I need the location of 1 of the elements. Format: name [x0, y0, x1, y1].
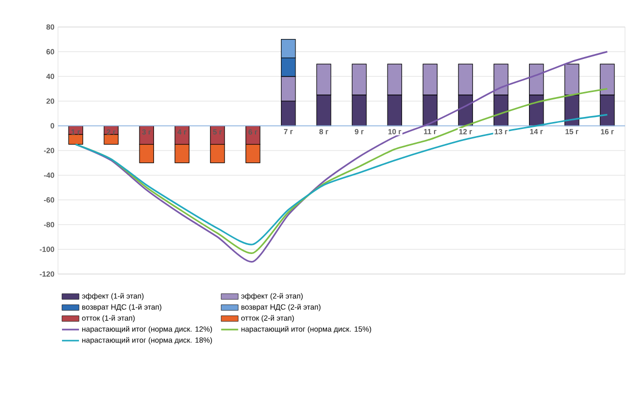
line-series	[74, 114, 608, 246]
